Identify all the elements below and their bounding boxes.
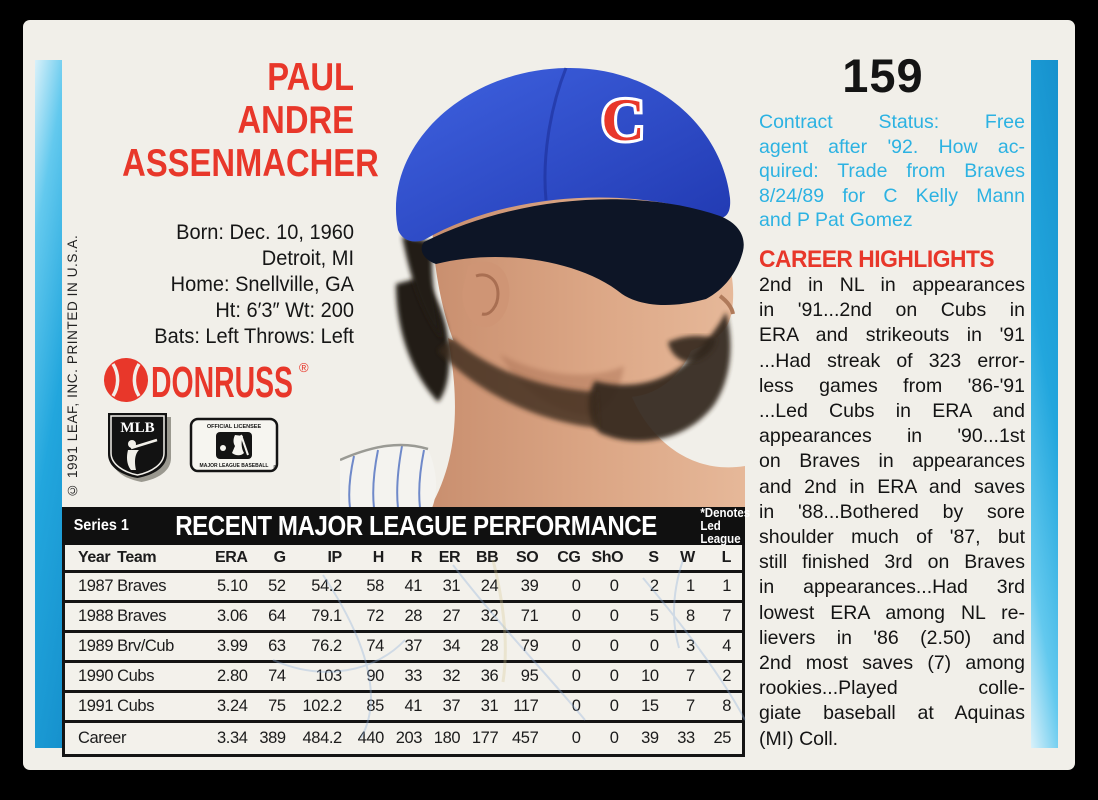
svg-text:DONRUSS: DONRUSS	[151, 358, 293, 406]
text-line: 2nd most saves (7) among	[759, 652, 1025, 675]
text-line: in '91...2nd on Cubs in	[759, 299, 1025, 322]
bio-line-bats-throws: Bats: Left Throws: Left	[154, 324, 354, 348]
stats-column-header-row: Year Team ERA G IP H R ER BB SO CG ShO S W L	[65, 545, 742, 572]
text-line: and 2nd in ERA and saves	[759, 475, 1025, 498]
mlb-licensee-logo: OFFICIAL LICENSEE MAJOR LEAGUE BASEBALL …	[189, 417, 279, 473]
text-line: shoulder much of '87, but	[759, 526, 1025, 549]
stats-table: Series 1 RECENT MAJOR LEAGUE PERFORMANCE…	[62, 506, 751, 757]
player-name-line: PAUL	[267, 56, 354, 99]
table-row: 1991 Cubs 3.24 75 102.2 85 41 37 31 117 0 0 15 7 8	[65, 692, 742, 722]
career-highlights-text: 2nd in NL in appearances in '91...2nd on …	[759, 273, 1025, 752]
mlb-shield-logo: MLB	[108, 413, 171, 482]
baseball-card-back: © 1991 LEAF, INC. PRINTED IN U.S.A. PAUL…	[23, 20, 1075, 770]
bio-line-born: Born: Dec. 10, 1960	[176, 220, 354, 244]
text-line: in appearances...Had 3rd	[759, 576, 1025, 599]
player-ear	[462, 261, 510, 328]
column-header-er: ER	[438, 548, 461, 566]
column-header-ip: IP	[327, 548, 342, 566]
text-line: rookies...Played colle-	[759, 677, 1025, 700]
cubs-cap	[395, 67, 731, 242]
svg-text:MAJOR LEAGUE BASEBALL: MAJOR LEAGUE BASEBALL	[200, 463, 269, 469]
stats-title: RECENT MAJOR LEAGUE PERFORMANCE	[175, 510, 658, 541]
player-name: PAUL ANDRE ASSENMACHER	[122, 56, 379, 185]
stats-header-band: Series 1 RECENT MAJOR LEAGUE PERFORMANCE…	[62, 506, 751, 545]
table-row: 1988 Braves 3.06 64 79.1 72 28 27 32 71 0 0 5 8 7	[65, 602, 742, 632]
column-header-cg: CG	[557, 548, 581, 566]
table-row: 1987 Braves 5.10 52 54.2 58 41 31 24 39 0 0 2 1 1	[65, 572, 742, 602]
text-line: lowest ERA among NL re-	[759, 601, 1025, 624]
text-line: on Braves in appearances	[759, 450, 1025, 473]
text-line: 2nd in NL in appearances	[759, 274, 1025, 296]
bio-line-home: Home: Snellville, GA	[170, 272, 354, 296]
column-header-s: S	[648, 548, 659, 566]
text-line: giate baseball at Aquinas	[759, 702, 1025, 725]
donruss-logo: DONRUSS ®	[104, 358, 309, 406]
text-line: agent after '92. How ac-	[759, 135, 1025, 158]
text-line: (MI) Coll.	[759, 727, 839, 750]
text-line: lievers in '86 (2.50) and	[759, 626, 1025, 649]
column-header-so: SO	[516, 548, 539, 566]
table-row: 1989 Brv/Cub 3.99 63 76.2 74 37 34 28 79 0 0 0 3 4	[65, 632, 742, 662]
column-header-sho: ShO	[591, 548, 624, 566]
contract-status: Contract Status: Free agent after '92. Ho…	[759, 110, 1025, 233]
player-beard	[588, 312, 731, 442]
text-line: ...Had streak of 323 error-	[759, 349, 1025, 372]
column-header-l: L	[721, 548, 732, 566]
text-line: ERA and strikeouts in '91	[759, 324, 1025, 347]
column-header-year: Year	[78, 548, 111, 566]
cubs-c-logo: C	[601, 87, 644, 153]
svg-text:®: ®	[299, 360, 309, 375]
bio-line-height-weight: Ht: 6′3″ Wt: 200	[215, 298, 354, 322]
column-header-g: G	[273, 548, 286, 566]
text-line: quired: Trade from Braves	[759, 160, 1025, 183]
career-highlights-title: CAREER HIGHLIGHTS	[759, 246, 995, 273]
text-line: less games from '86-'91	[759, 374, 1025, 397]
text-line: in '88...Bothered by sore	[759, 500, 1025, 523]
career-row: Career 3.34 389 484.2 440 203 180 177 457 0 0 39 33 2…	[78, 729, 731, 747]
column-header-era: ERA	[214, 548, 248, 566]
stats-body: Year Team ERA G IP H R ER BB SO CG ShO S W L 1987 Brave…	[62, 545, 745, 757]
table-row: 1990 Cubs 2.80 74 103 90 33 32 36 95 0 0 10 7 2	[65, 662, 742, 692]
denotes-note: *Denotes Led League	[700, 505, 751, 546]
text-line: 8/24/89 for C Kelly Mann	[759, 184, 1025, 207]
stats-grid: Year Team ERA G IP H R ER BB SO CG ShO S W L 1987 Brave…	[65, 545, 742, 754]
left-cyan-stripe	[35, 60, 62, 748]
player-photo: C	[340, 67, 745, 508]
player-name-line: ANDRE	[237, 99, 354, 142]
text-line: ...Led Cubs in ERA and	[759, 400, 1025, 423]
column-header-h: H	[372, 548, 385, 566]
text-line: Contract Status: Free	[759, 111, 1025, 133]
series-label: Series 1	[73, 517, 129, 534]
jersey	[340, 444, 437, 508]
card-number: 159	[842, 49, 924, 102]
right-cyan-stripe	[1031, 60, 1058, 748]
column-header-r: R	[410, 548, 423, 566]
player-bio: Born: Dec. 10, 1960 Detroit, MI Home: Sn…	[83, 219, 354, 349]
svg-text:®: ®	[273, 464, 277, 471]
player-mustache	[668, 335, 716, 362]
text-line: still finished 3rd on Braves	[759, 551, 1025, 574]
svg-text:MLB: MLB	[120, 420, 154, 436]
svg-text:OFFICIAL LICENSEE: OFFICIAL LICENSEE	[207, 424, 262, 430]
cap-brim	[421, 199, 744, 306]
bio-line-birthplace: Detroit, MI	[261, 246, 354, 270]
text-line: appearances in '90...1st	[759, 425, 1025, 448]
column-header-bb: BB	[475, 548, 499, 566]
text-line: and P Pat Gomez	[759, 209, 913, 232]
column-header-team: Team	[117, 548, 157, 566]
baseball-icon	[104, 358, 148, 402]
column-header-w: W	[680, 548, 695, 566]
player-name-line: ASSENMACHER	[122, 142, 379, 185]
